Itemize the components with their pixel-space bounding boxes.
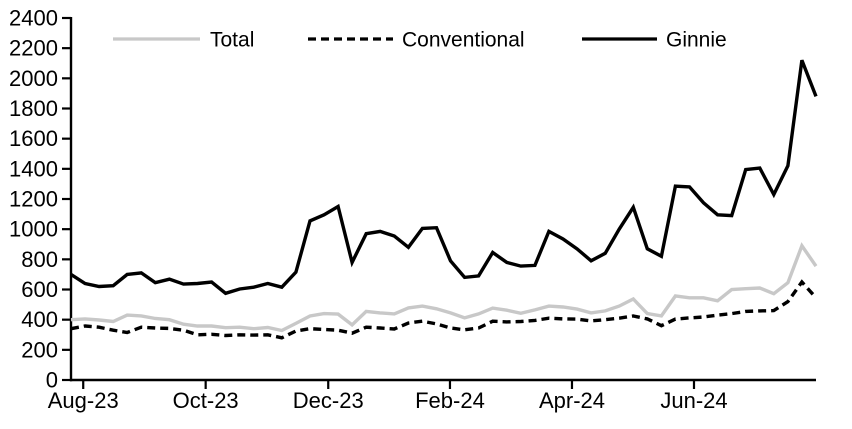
y-axis-tick-label: 400 xyxy=(21,307,58,332)
x-axis-tick-label: Aug-23 xyxy=(48,388,119,413)
y-axis-tick-label: 800 xyxy=(21,247,58,272)
x-axis-tick-label: Feb-24 xyxy=(415,388,485,413)
y-axis-tick-label: 1000 xyxy=(9,217,58,242)
y-axis-tick-label: 0 xyxy=(46,368,58,393)
y-axis-tick-label: 1400 xyxy=(9,156,58,181)
y-axis-tick-label: 2400 xyxy=(9,6,58,31)
legend-label-conventional: Conventional xyxy=(402,29,525,52)
y-axis-tick-label: 1800 xyxy=(9,96,58,121)
legend-label-ginnie: Ginnie xyxy=(666,29,727,52)
legend-label-total: Total xyxy=(210,29,254,52)
series-line-conventional xyxy=(70,279,818,340)
x-axis-tick-label: Apr-24 xyxy=(539,388,605,413)
y-axis-tick-label: 2000 xyxy=(9,66,58,91)
y-axis-tick-label: 200 xyxy=(21,337,58,362)
y-axis-tick-label: 600 xyxy=(21,277,58,302)
x-axis-tick-label: Jun-24 xyxy=(660,388,727,413)
series-line-total xyxy=(70,242,818,333)
x-axis-tick-label: Dec-23 xyxy=(293,388,364,413)
y-axis-tick-label: 2200 xyxy=(9,36,58,61)
x-axis-tick-label: Oct-23 xyxy=(173,388,239,413)
y-axis-tick-label: 1600 xyxy=(9,126,58,151)
y-axis-tick-label: 1200 xyxy=(9,187,58,212)
series-line-ginnie xyxy=(70,59,818,296)
